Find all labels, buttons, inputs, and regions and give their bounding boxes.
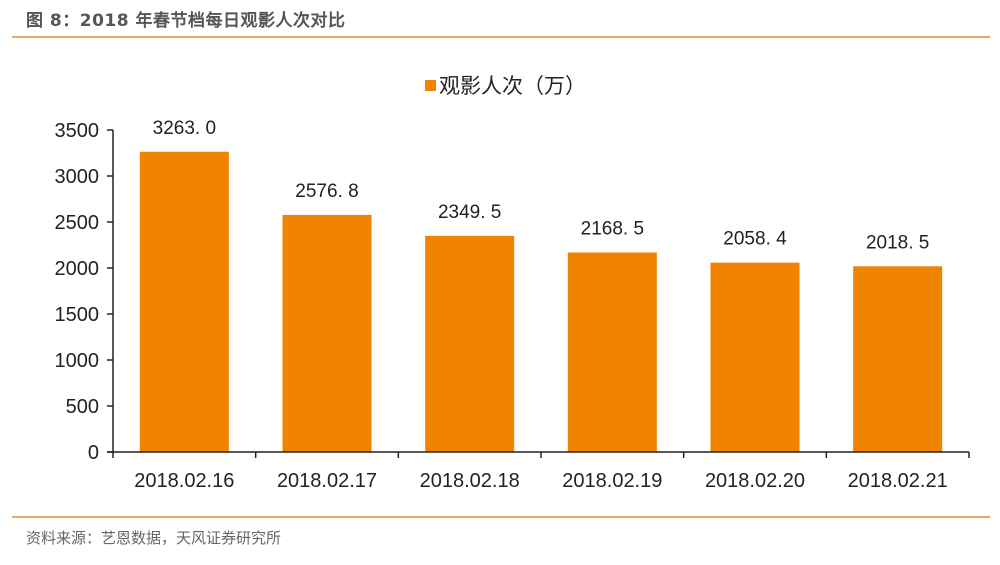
x-tick-label: 2018.02.19 [562, 470, 662, 492]
y-tick-label: 3000 [55, 166, 100, 188]
y-tick-label: 0 [88, 442, 99, 464]
data-label: 3263. 0 [153, 118, 216, 139]
legend-swatch-icon [425, 79, 436, 91]
x-tick-label: 2018.02.16 [134, 470, 234, 492]
y-tick-label: 1500 [55, 304, 100, 326]
y-tick-label: 2500 [55, 212, 100, 234]
data-label: 2168. 5 [581, 218, 644, 239]
y-tick-label: 2000 [55, 258, 100, 280]
bar [282, 214, 372, 452]
top-divider [12, 36, 990, 38]
bar [567, 252, 657, 452]
x-tick-label: 2018.02.18 [420, 470, 520, 492]
x-tick-label: 2018.02.20 [705, 470, 805, 492]
bar [139, 151, 229, 452]
data-label: 2058. 4 [723, 229, 787, 250]
y-tick-label: 500 [66, 396, 99, 418]
y-tick-label: 1000 [55, 350, 100, 372]
bottom-divider [12, 516, 990, 518]
x-tick-label: 2018.02.17 [277, 470, 377, 492]
legend-label: 观影人次（万） [439, 74, 586, 98]
source-note: 资料来源：艺恩数据，天风证券研究所 [26, 529, 282, 547]
bar [425, 235, 515, 452]
x-tick-label: 2018.02.21 [848, 470, 948, 492]
data-label: 2018. 5 [866, 232, 929, 253]
y-tick-label: 3500 [55, 120, 100, 142]
legend: 观影人次（万） [425, 70, 586, 100]
chart-title: 图 8：2018 年春节档每日观影人次对比 [26, 11, 346, 31]
bar [853, 266, 943, 452]
bar [710, 262, 800, 452]
data-label: 2576. 8 [295, 181, 358, 202]
data-label: 2349. 5 [438, 202, 501, 223]
